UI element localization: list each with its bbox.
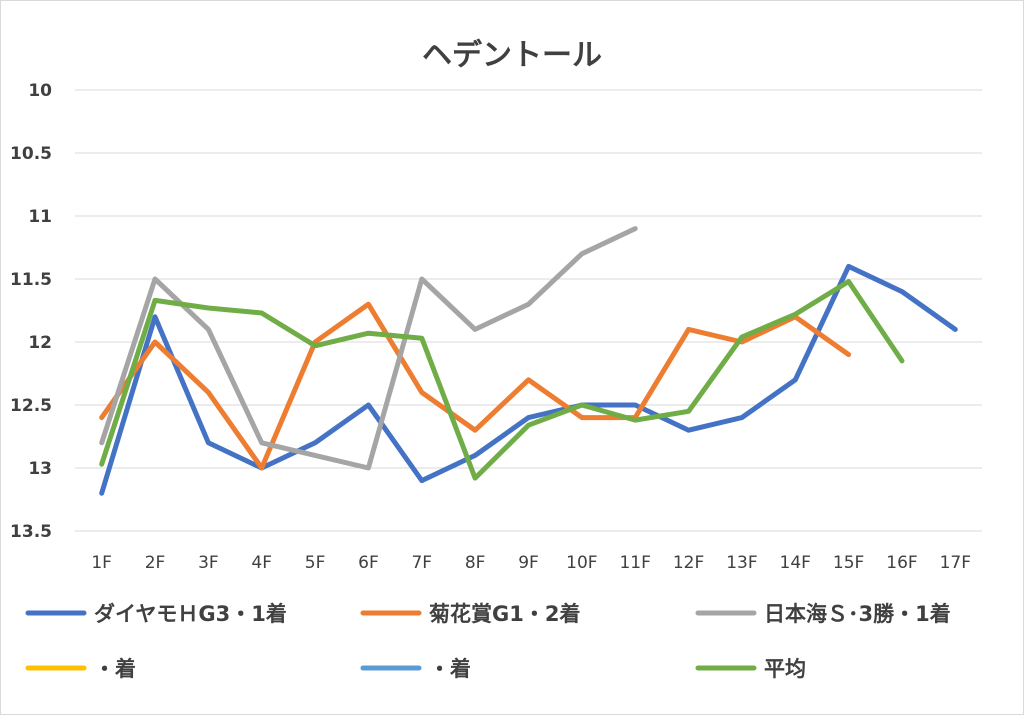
legend-label-1: 菊花賞G1・2着 (429, 602, 580, 626)
series-line-5 (99, 279, 905, 481)
x-tick-label: 1F (91, 553, 112, 573)
gridlines (75, 89, 982, 532)
x-tick-label: 2F (145, 553, 166, 573)
y-tick-label: 12.5 (10, 396, 52, 416)
x-tick-label: 6F (358, 553, 379, 573)
x-tick-label: 13F (726, 553, 757, 573)
y-tick-label: 13 (28, 459, 52, 479)
y-tick-label: 11 (28, 207, 52, 227)
x-tick-label: 11F (619, 553, 650, 573)
legend-label-5: 平均 (764, 657, 806, 681)
x-tick-label: 9F (518, 553, 539, 573)
y-tick-label: 12 (28, 333, 52, 353)
y-tick-label: 10.5 (10, 144, 52, 164)
x-tick-label: 8F (465, 553, 486, 573)
x-tick-label: 17F (940, 553, 971, 573)
x-tick-label: 4F (251, 553, 272, 573)
series-lines (99, 226, 958, 496)
x-tick-label: 14F (780, 553, 811, 573)
x-tick-label: 5F (305, 553, 326, 573)
y-axis-ticks: 10 10.5 11 11.5 12 12.5 13 13.5 (10, 81, 52, 542)
x-tick-label: 3F (198, 553, 219, 573)
chart-title: ヘデントール (422, 38, 602, 73)
series-line-1 (99, 301, 852, 471)
y-tick-label: 11.5 (10, 270, 52, 290)
legend-label-2: 日本海Ｓ･3勝・1着 (764, 602, 951, 626)
series-line-0 (99, 263, 958, 496)
x-tick-label: 15F (833, 553, 864, 573)
x-tick-label: 16F (886, 553, 917, 573)
x-tick-label: 7F (411, 553, 432, 573)
legend: ダイヤモＨG3・1着 菊花賞G1・2着 日本海Ｓ･3勝・1着・着 ・着 平均 (25, 602, 951, 681)
x-tick-label: 12F (673, 553, 704, 573)
y-tick-label: 13.5 (10, 522, 52, 542)
y-tick-label: 10 (28, 81, 52, 101)
legend-label-0: ダイヤモＨG3・1着 (94, 602, 287, 626)
legend-label-3: ・着 (94, 657, 136, 681)
series-line-2 (99, 226, 638, 471)
x-tick-label: 10F (566, 553, 597, 573)
legend-label-4: ・着 (429, 657, 471, 681)
x-axis-ticks: 1F 2F 3F 4F 5F 6F 7F 8F 9F 10F 11F 12F 13F 14F 15F 16F 1… (91, 553, 971, 573)
